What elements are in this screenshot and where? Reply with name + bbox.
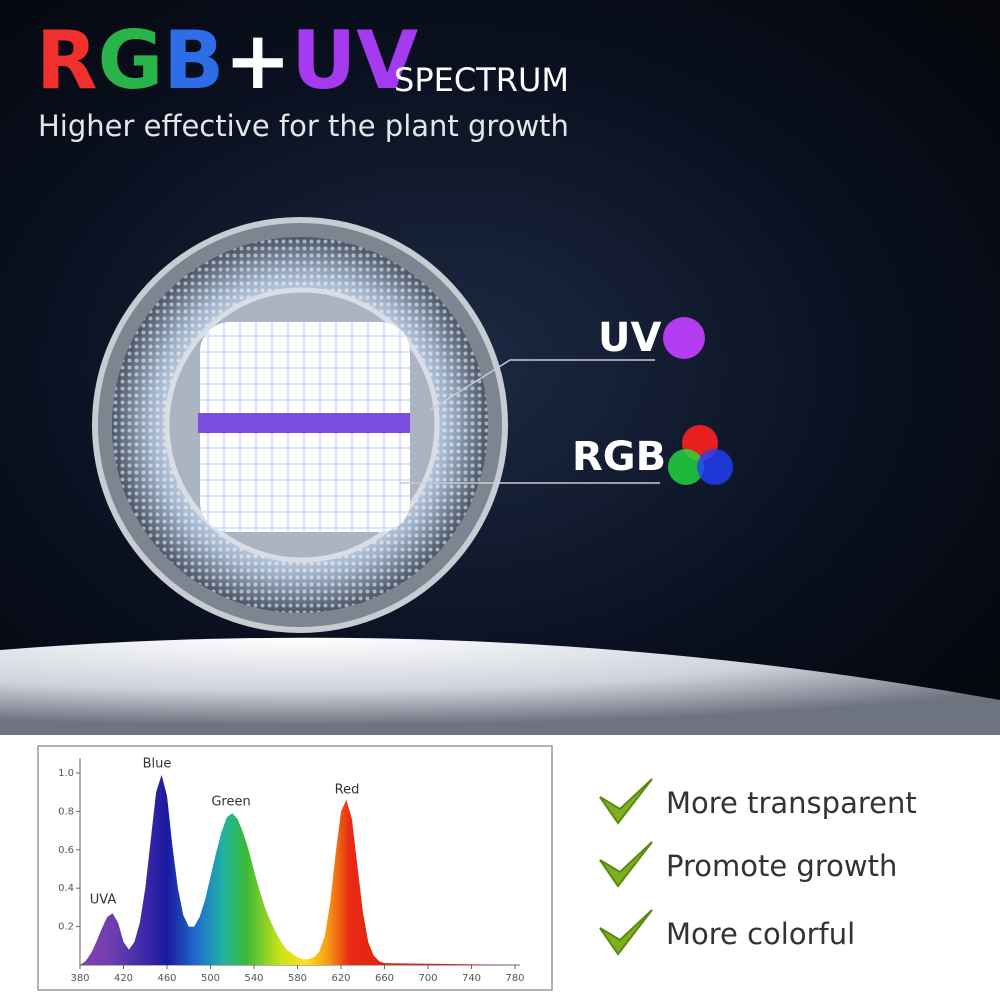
green-dot (668, 449, 704, 485)
x-tick-label: 380 (70, 973, 89, 984)
title-uv: UV (291, 14, 418, 107)
y-tick-label: 0.6 (58, 845, 74, 856)
feature-list: More transparent Promote growth More color… (599, 778, 917, 956)
peak-label: Green (211, 795, 250, 810)
x-tick-label: 660 (375, 973, 394, 984)
feature-text: More colorful (666, 917, 855, 951)
title-plus: + (224, 14, 291, 107)
title-r: R (36, 14, 98, 107)
y-tick-label: 0.8 (58, 806, 74, 817)
check-mark (599, 778, 653, 825)
spectrum-area (80, 774, 515, 965)
title: RGB+UV (36, 14, 418, 107)
feature-text: Promote growth (666, 849, 897, 883)
x-tick-label: 500 (201, 973, 220, 984)
peak-label: UVA (90, 893, 117, 908)
callout-rgb: RGB (572, 434, 666, 480)
x-tick-label: 780 (505, 973, 524, 984)
x-tick-label: 620 (331, 973, 350, 984)
x-tick-label: 740 (462, 973, 481, 984)
subtitle: Higher effective for the plant growth (38, 109, 569, 143)
uv-band (198, 413, 410, 433)
check-mark (599, 841, 653, 888)
uv-dot (663, 317, 705, 359)
callout-line (429, 359, 655, 411)
x-tick-label: 580 (288, 973, 307, 984)
spectrum-chart: 0.2 0.4 0.6 0.8 1.0 380 420 460 500 540 580 620 660 7… (58, 757, 524, 985)
title-b: B (163, 14, 224, 107)
x-tick-label: 700 (418, 973, 437, 984)
peak-label: Blue (143, 757, 172, 772)
feature-text: More transparent (666, 786, 917, 820)
title-g: G (98, 14, 164, 107)
title-suffix: SPECTRUM (394, 61, 569, 99)
rgb-icon (668, 425, 733, 485)
x-tick-label: 420 (114, 973, 133, 984)
y-tick-label: 0.4 (58, 883, 74, 894)
x-tick-label: 460 (157, 973, 176, 984)
check-mark (599, 909, 653, 956)
y-tick-label: 0.2 (58, 922, 74, 933)
y-tick-label: 1.0 (58, 768, 74, 779)
blue-dot (697, 449, 733, 485)
peak-label: Red (335, 783, 360, 798)
x-tick-label: 540 (244, 973, 263, 984)
floor-glow (0, 637, 1000, 735)
callout-uv: UV (598, 315, 661, 361)
